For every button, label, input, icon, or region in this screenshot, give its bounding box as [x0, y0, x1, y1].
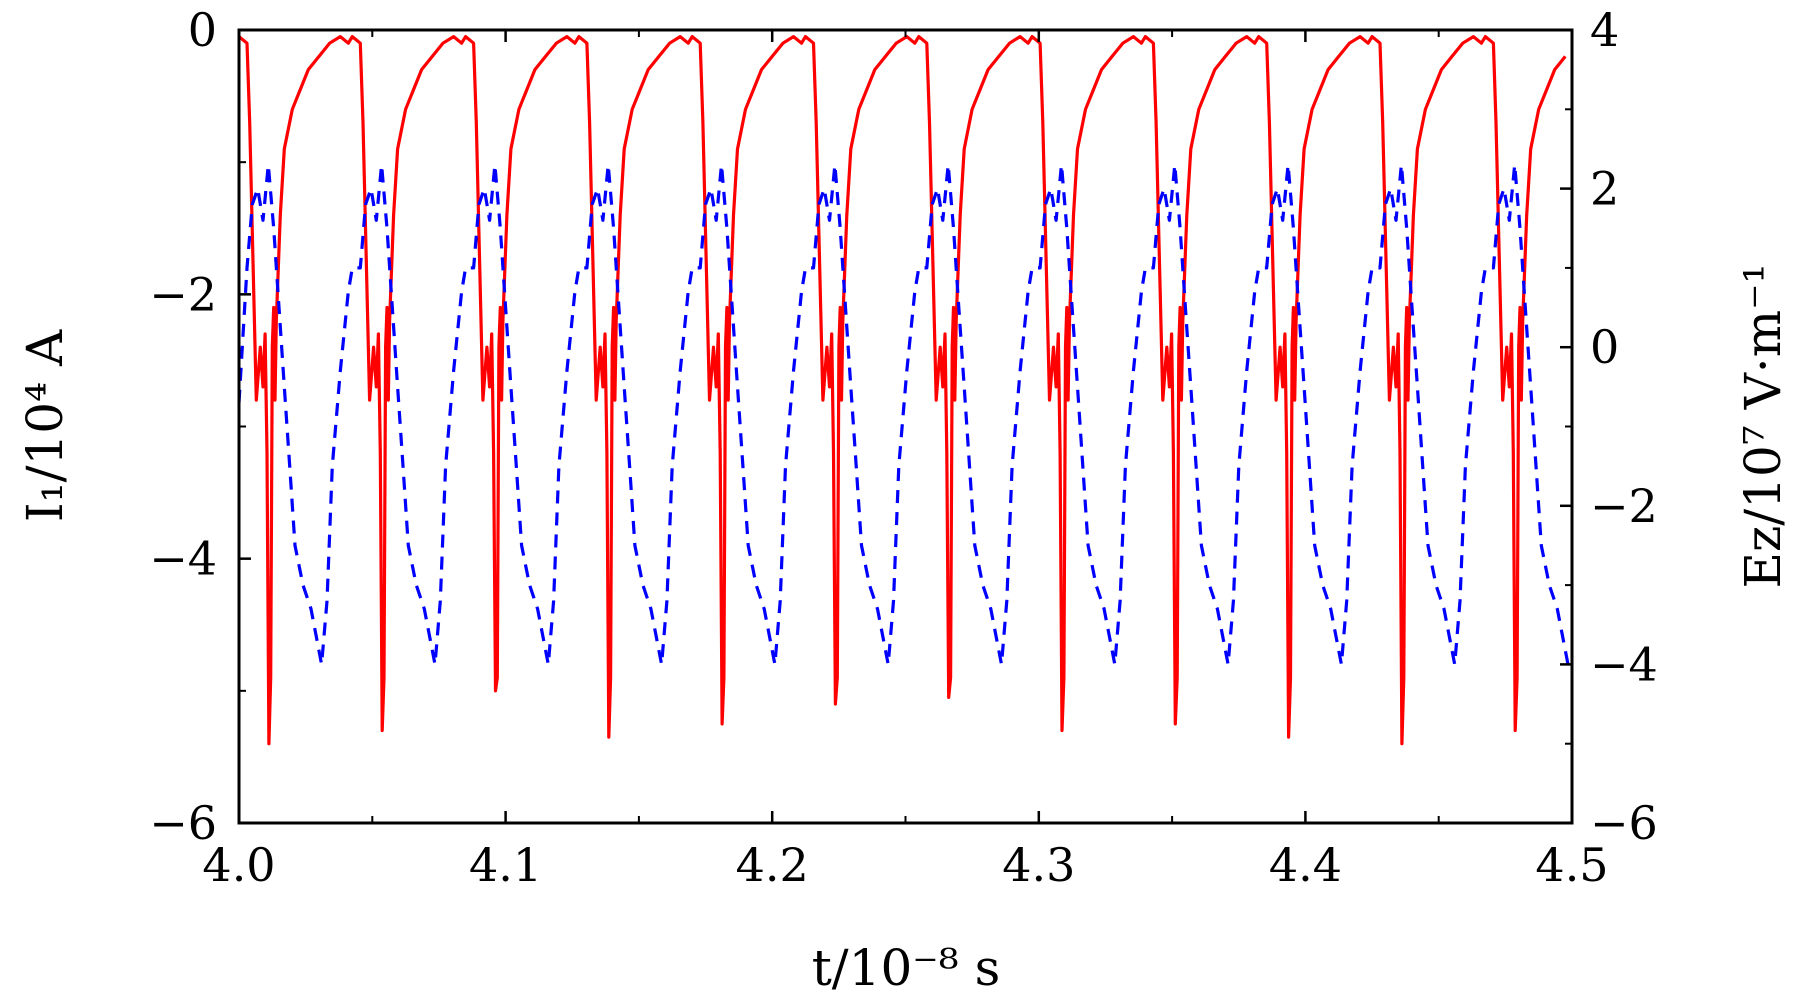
x-tick-label: 4.4	[1269, 838, 1342, 892]
y-left-tick-label: 0	[188, 3, 217, 57]
tick-labels: 4.0 4.1 4.2 4.3 4.4 4.5 0 −2 −4 −6 4 2 0 −2 −4 −6	[149, 3, 1658, 892]
y-left-tick-label: −6	[149, 796, 217, 850]
x-axis-label: t/10⁻⁸ s	[812, 939, 1001, 997]
y-right-tick-label: 4	[1590, 3, 1619, 57]
x-tick-label: 4.0	[202, 838, 275, 892]
y-right-tick-label: −2	[1590, 479, 1658, 533]
plot-frame	[237, 28, 1574, 825]
x-tick-label: 4.1	[469, 838, 542, 892]
y-right-tick-label: 2	[1590, 162, 1619, 216]
series-line-i1	[237, 35, 1567, 746]
x-tick-label: 4.3	[1002, 838, 1075, 892]
y-right-tick-label: 0	[1590, 320, 1619, 374]
plot-series	[237, 35, 1570, 746]
y-axis-label-right: Ez/10⁷ V·m⁻¹	[1734, 263, 1792, 588]
x-tick-label: 4.2	[736, 838, 809, 892]
y-left-tick-label: −4	[149, 532, 217, 586]
x-tick-label: 4.5	[1535, 838, 1608, 892]
y-right-tick-label: −6	[1590, 796, 1658, 850]
series-line-ez	[237, 163, 1570, 666]
y-axis-label-left: I₁/10⁴ A	[16, 329, 74, 522]
y-left-tick-label: −2	[149, 267, 217, 321]
y-right-tick-label: −4	[1590, 637, 1658, 691]
ticks	[237, 28, 1574, 825]
